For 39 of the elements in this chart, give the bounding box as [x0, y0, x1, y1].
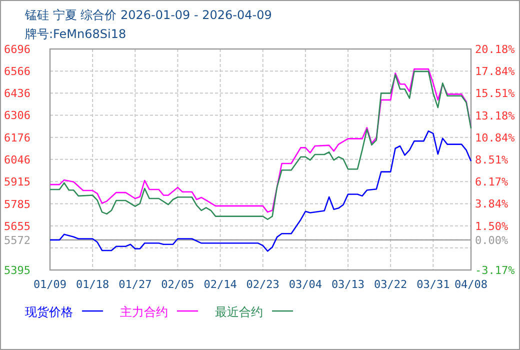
y-tick-label: 6436 — [4, 87, 30, 100]
y-tick-label: 6046 — [4, 153, 30, 166]
y2-tick-label: 20.18% — [475, 43, 516, 56]
y-tick-label: 5572 — [4, 234, 30, 247]
x-tick-label: 01/27 — [118, 278, 152, 291]
y-tick-label: 6696 — [4, 43, 30, 56]
y2-tick-label: 0.00% — [475, 234, 508, 247]
y-tick-label: 5785 — [4, 198, 30, 211]
x-tick-label: 04/08 — [454, 278, 488, 291]
y-tick-label: 5915 — [4, 176, 30, 189]
y2-tick-label: 15.51% — [475, 87, 516, 100]
legend-label: 现货价格 — [25, 305, 73, 319]
y-tick-label: 5655 — [4, 220, 30, 233]
y2-tick-label: -3.17% — [475, 264, 516, 277]
y2-tick-label: 13.18% — [475, 109, 516, 122]
y2-tick-label: 6.17% — [475, 176, 508, 189]
y2-tick-label: 3.84% — [475, 198, 508, 211]
x-tick-label: 03/13 — [331, 278, 365, 291]
x-tick-label: 02/23 — [246, 278, 280, 291]
chart-title: 锰硅 宁夏 综合价 2026-01-09 - 2026-04-09 — [24, 8, 272, 22]
line-series — [49, 130, 472, 252]
y-tick-label: 5395 — [4, 264, 30, 277]
legend-label: 主力合约 — [120, 305, 168, 319]
chart-subtitle: 牌号:FeMn68Si18 — [25, 27, 126, 41]
y2-tick-label: 17.84% — [475, 65, 516, 78]
x-tick-label: 03/31 — [416, 278, 450, 291]
y-tick-label: 6566 — [4, 65, 30, 78]
y-tick-label: 6176 — [4, 131, 30, 144]
y2-tick-label: 10.84% — [475, 131, 516, 144]
x-tick-label: 01/18 — [76, 278, 110, 291]
x-tick-label: 02/05 — [161, 278, 194, 291]
x-tick-label: 03/22 — [374, 278, 408, 291]
y2-tick-label: 8.51% — [475, 153, 508, 166]
y-tick-label: 6306 — [4, 109, 30, 122]
x-tick-label: 01/09 — [33, 278, 67, 291]
x-tick-label: 03/04 — [288, 278, 322, 291]
legend-label: 最近合约 — [215, 305, 263, 319]
x-tick-label: 02/14 — [204, 278, 238, 291]
y2-tick-label: 1.50% — [475, 220, 508, 233]
